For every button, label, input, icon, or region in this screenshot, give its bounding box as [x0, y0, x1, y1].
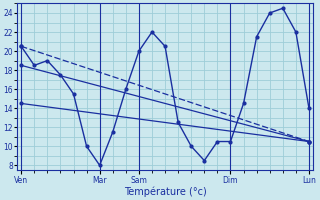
- X-axis label: Température (°c): Température (°c): [124, 186, 206, 197]
